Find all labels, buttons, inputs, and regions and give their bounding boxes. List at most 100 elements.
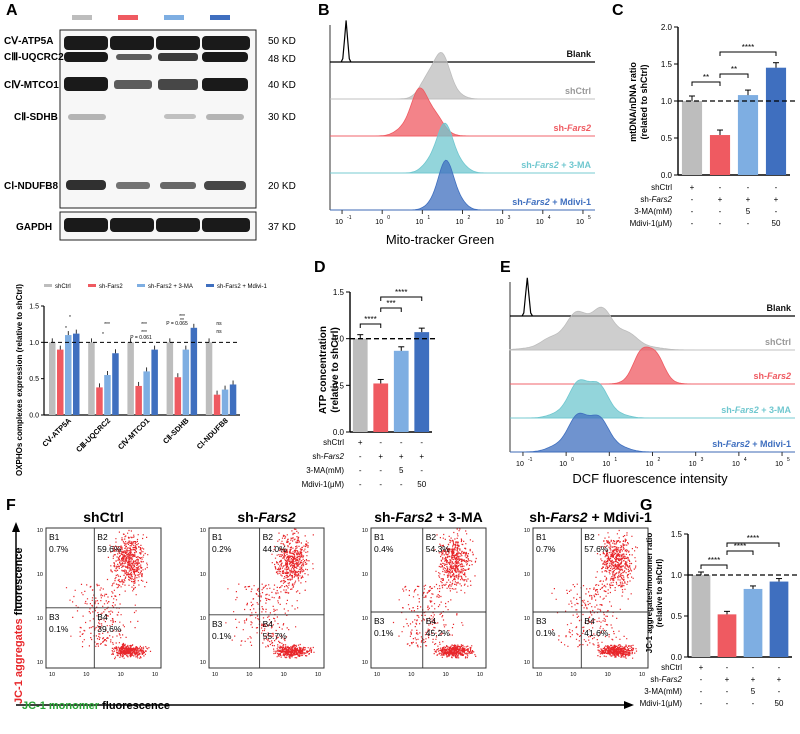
- x-tick-label: 10: [374, 672, 380, 678]
- x-tick-label: 10: [118, 672, 124, 678]
- histogram-label: shCtrl: [565, 86, 591, 96]
- quadrant-percent: 0.1%: [374, 628, 394, 638]
- blot-kd: 50 KD: [268, 36, 296, 47]
- bar: [135, 385, 142, 415]
- blot-label: CⅤ-ATP5A: [4, 36, 53, 47]
- quadrant-percent: 0.1%: [49, 624, 69, 634]
- sig-bracket: [691, 81, 721, 86]
- panel-b-xlabel: Mito-tracker Green: [386, 232, 494, 247]
- table-cell: -: [747, 183, 750, 192]
- y-tick-label: 10: [200, 528, 206, 534]
- x-tick-exponent: 4: [548, 215, 551, 221]
- bar: [57, 349, 64, 415]
- sig-label: *: [65, 326, 67, 332]
- quadrant-name: B4: [584, 616, 595, 626]
- blot-label: CⅢ-UQCRC2: [4, 52, 64, 63]
- quadrant-percent: 0.7%: [536, 544, 556, 554]
- bar: [104, 375, 111, 415]
- band: [160, 182, 196, 189]
- legend-swatch: [137, 284, 145, 287]
- sig-label: **: [180, 318, 184, 324]
- bar: [182, 349, 190, 415]
- y-tick-label: 10: [200, 660, 206, 666]
- label-part: + 3-MA: [433, 509, 483, 525]
- quadrant-percent: 0.4%: [374, 544, 394, 554]
- label-part: + 3-MA: [559, 160, 592, 170]
- bar: [414, 332, 430, 432]
- band: [156, 36, 200, 50]
- legend-swatch: [88, 284, 96, 287]
- label-part: sh-: [640, 195, 651, 204]
- table-row-label: Mdivi-1(μM): [630, 219, 673, 228]
- x-tick-label: 10: [375, 219, 383, 226]
- f-ylabel: JC-1 aggregates fluorescence: [13, 547, 25, 704]
- y-tick-label: 2.0: [661, 23, 673, 32]
- sig-label: ***: [386, 299, 395, 308]
- y-tick-label: 10: [524, 528, 530, 534]
- label-part: sh-: [553, 123, 567, 133]
- y-tick-label: 1.0: [671, 571, 683, 580]
- flow-plot-frame: [208, 527, 325, 669]
- y-tick-label: 0.0: [671, 653, 683, 662]
- quadrant-percent: 57.6%: [584, 544, 609, 554]
- x-tick-label: 10: [646, 461, 654, 468]
- flow-title: sh-Fars2 + Mdivi-1: [529, 509, 652, 525]
- blot-kd: 48 KD: [268, 54, 296, 65]
- y-tick-label: 10: [37, 660, 43, 666]
- table-cell: -: [700, 687, 703, 696]
- table-cell: -: [752, 699, 755, 708]
- bar: [127, 342, 134, 415]
- band: [64, 77, 108, 91]
- label-part: Fars2: [662, 675, 683, 684]
- y-tick-label: 0.5: [29, 376, 39, 383]
- sig-label: ****: [734, 542, 746, 551]
- table-cell: +: [378, 452, 383, 461]
- flow-dots: [65, 529, 152, 660]
- table-cell: +: [718, 195, 723, 204]
- x-tick-exponent: 1: [427, 215, 430, 221]
- table-cell: +: [774, 195, 779, 204]
- table-row-label: shCtrl: [661, 663, 682, 672]
- label-part: + 3-MA: [759, 405, 792, 415]
- bar: [352, 338, 368, 432]
- band: [110, 218, 154, 232]
- table-cell: -: [726, 687, 729, 696]
- label-part: Fars2: [652, 195, 673, 204]
- table-cell: -: [379, 466, 382, 475]
- table-row-label: sh-Fars2: [312, 452, 344, 461]
- histogram-curve: [509, 306, 795, 351]
- table-cell: -: [691, 195, 694, 204]
- table-cell: +: [358, 438, 363, 447]
- histogram-label: sh-Fars2 + Mdivi-1: [512, 197, 591, 207]
- band: [114, 80, 152, 89]
- y-tick-label: 1.5: [29, 304, 39, 311]
- quadrant-name: B1: [212, 532, 223, 542]
- blot-kd: 37 KD: [268, 222, 296, 233]
- quadrant-percent: 0.1%: [212, 631, 232, 641]
- panel-f-flow-plots: shCtrl B1 0.7% B2 59.6% B3 0.1% B4 39.6% 10 10 10 10…: [37, 509, 652, 678]
- blot-label: CⅡ-SDHB: [14, 112, 58, 123]
- x-tick-label: 10: [536, 672, 542, 678]
- x-tick-label: 10: [456, 219, 464, 226]
- bar: [174, 377, 182, 415]
- bar: [151, 349, 158, 415]
- table-cell: 50: [772, 219, 781, 228]
- table-cell: -: [379, 438, 382, 447]
- y-tick-label: 10: [362, 572, 368, 578]
- bar: [166, 342, 174, 415]
- x-tick-label: 10: [559, 461, 567, 468]
- band: [68, 114, 106, 120]
- flow-dots: [225, 528, 315, 659]
- label-part: sh-: [529, 509, 550, 525]
- label-part: Fars2: [726, 439, 750, 449]
- table-cell: -: [359, 452, 362, 461]
- y-tick-label: 10: [524, 616, 530, 622]
- quadrant-percent: 41.6%: [584, 628, 609, 638]
- label-part: sh-: [753, 371, 767, 381]
- panel-e-letter: E: [500, 259, 511, 276]
- histogram-curve: [330, 122, 595, 174]
- sig-label: ns: [216, 321, 222, 327]
- bar: [691, 575, 711, 657]
- panel-c-letter: C: [612, 2, 624, 19]
